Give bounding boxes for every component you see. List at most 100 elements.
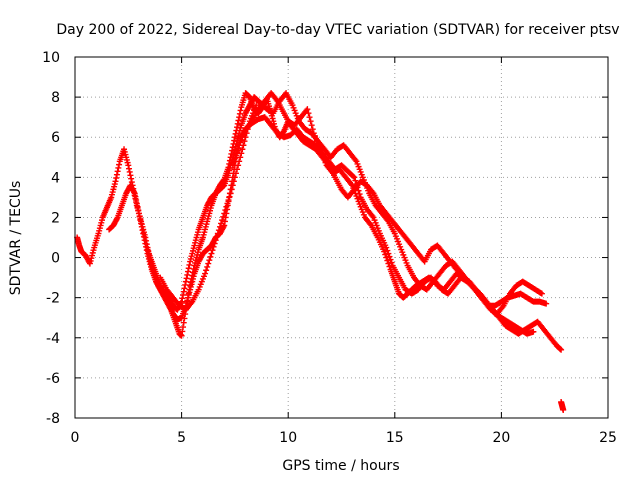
- data-point: [128, 175, 135, 182]
- data-point: [208, 250, 215, 257]
- data-point: [215, 227, 222, 234]
- data-point: [253, 102, 260, 109]
- x-tick-label: 0: [71, 430, 80, 446]
- x-tick-label: 25: [599, 430, 617, 446]
- data-point: [306, 114, 313, 121]
- data-point: [237, 154, 244, 161]
- data-point: [211, 240, 218, 247]
- data-point: [183, 275, 190, 282]
- data-point: [543, 300, 550, 307]
- data-point: [350, 173, 357, 180]
- data-point: [351, 174, 358, 181]
- data-point: [236, 158, 243, 165]
- data-point: [243, 130, 250, 137]
- data-point: [213, 233, 220, 240]
- series-track-1: [74, 90, 565, 353]
- data-point: [209, 247, 216, 254]
- data-point: [222, 207, 229, 214]
- data-point: [180, 319, 187, 326]
- data-point: [240, 142, 247, 149]
- series-track-6: [558, 398, 567, 413]
- y-tick-label: 6: [51, 130, 60, 146]
- data-point: [139, 227, 146, 234]
- x-tick-label: 5: [177, 430, 186, 446]
- data-point: [132, 193, 139, 200]
- data-point: [116, 161, 123, 168]
- data-point: [237, 107, 244, 114]
- data-point: [141, 237, 148, 244]
- data-point: [530, 328, 537, 335]
- data-point: [558, 346, 565, 353]
- data-point: [140, 233, 147, 240]
- data-point: [181, 285, 188, 292]
- data-point: [352, 177, 359, 184]
- data-point: [203, 267, 210, 274]
- data-point: [214, 230, 221, 237]
- data-point: [206, 257, 213, 264]
- data-point: [114, 168, 121, 175]
- data-point: [304, 106, 311, 113]
- data-point: [178, 298, 185, 305]
- data-point: [219, 217, 226, 224]
- data-point: [127, 172, 134, 179]
- y-tick-label: 10: [42, 50, 60, 66]
- data-point: [133, 197, 140, 204]
- data-point: [205, 260, 212, 267]
- data-point: [538, 290, 545, 297]
- data-point: [230, 158, 237, 165]
- data-point: [137, 217, 144, 224]
- data-point: [225, 197, 232, 204]
- data-point: [218, 220, 225, 227]
- data-point: [135, 207, 142, 214]
- data-point: [179, 295, 186, 302]
- axis-ticks: 0 5 10 15 20 25 -8 -6 -4 -2 0 2 4 6 8 10: [42, 50, 617, 446]
- data-point: [113, 171, 120, 178]
- data-point: [385, 260, 392, 267]
- data-point: [560, 406, 567, 413]
- data-point: [204, 263, 211, 270]
- y-tick-label: 4: [51, 170, 60, 186]
- data-point: [113, 175, 120, 182]
- data-point: [212, 237, 219, 244]
- data-point: [126, 168, 133, 175]
- data-point: [184, 271, 191, 278]
- data-point: [386, 263, 393, 270]
- data-series: [74, 90, 567, 413]
- grid: [75, 57, 608, 418]
- data-point: [220, 213, 227, 220]
- data-point: [388, 259, 395, 266]
- data-point: [238, 150, 245, 157]
- data-point: [226, 193, 233, 200]
- data-point: [180, 288, 187, 295]
- data-point: [180, 291, 187, 298]
- data-point: [210, 243, 217, 250]
- data-point: [138, 220, 145, 227]
- data-point: [186, 261, 193, 268]
- data-point: [207, 253, 214, 260]
- data-point: [383, 244, 390, 251]
- data-point: [232, 170, 239, 177]
- data-point: [231, 155, 238, 162]
- data-point: [131, 190, 138, 197]
- data-point: [179, 328, 186, 335]
- data-point: [308, 122, 315, 129]
- data-point: [184, 268, 191, 275]
- data-point: [182, 281, 189, 288]
- data-point: [305, 110, 312, 117]
- data-point: [381, 248, 388, 255]
- x-tick-label: 15: [386, 430, 404, 446]
- data-point: [242, 134, 249, 141]
- data-point: [383, 254, 390, 261]
- x-axis-label: GPS time / hours: [282, 458, 399, 474]
- data-point: [234, 148, 241, 155]
- data-point: [126, 165, 133, 172]
- data-point: [239, 146, 246, 153]
- data-point: [221, 210, 228, 217]
- data-point: [185, 265, 192, 272]
- y-tick-label: -4: [46, 331, 60, 347]
- data-point: [229, 162, 236, 169]
- y-tick-label: 0: [51, 251, 60, 267]
- data-point: [128, 179, 135, 186]
- data-point: [355, 187, 362, 194]
